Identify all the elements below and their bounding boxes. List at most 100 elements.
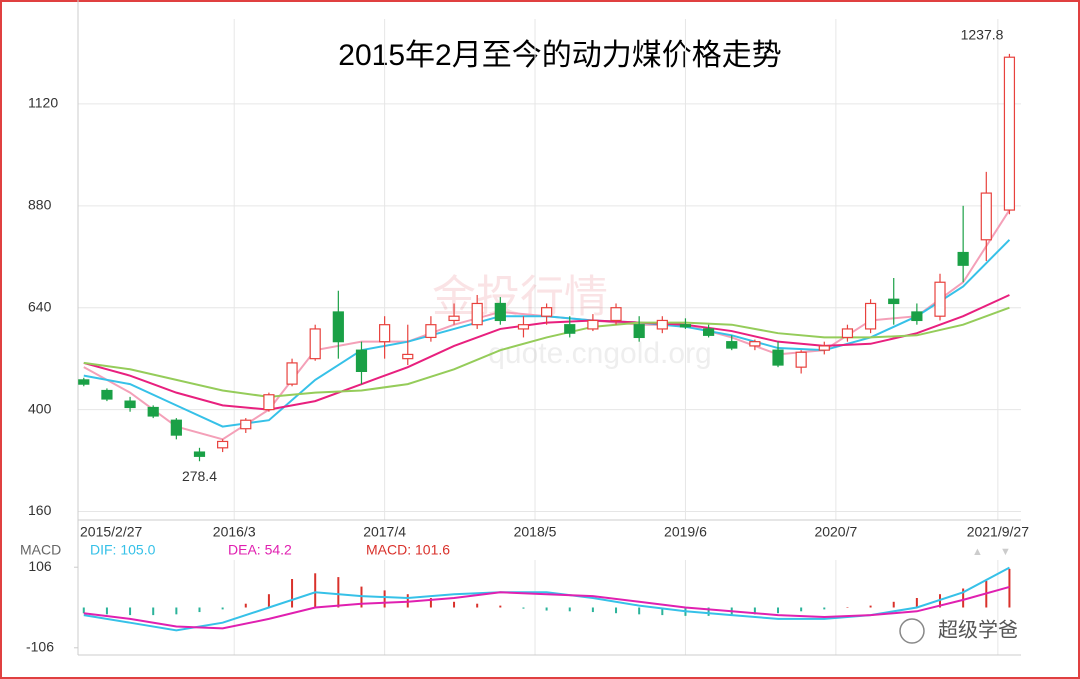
candle-body xyxy=(564,324,576,334)
low-label: 278.4 xyxy=(182,468,217,484)
candle-body xyxy=(402,353,414,360)
candle-body xyxy=(633,324,645,339)
macd-bar xyxy=(846,607,849,608)
chart-title: 2015年2月至今的动力煤价格走势 xyxy=(338,39,781,72)
y-tick-label: 1120 xyxy=(28,95,58,111)
candle-body xyxy=(841,328,854,339)
candle-body xyxy=(101,389,113,400)
candle-body xyxy=(471,302,483,326)
candle-body xyxy=(286,362,298,385)
macd-bar xyxy=(429,598,432,608)
y-tick-label: 880 xyxy=(28,197,52,213)
x-tick-label: 2019/6 xyxy=(664,524,707,540)
candle-body xyxy=(240,419,252,430)
candle-body xyxy=(379,324,391,343)
wechat-icon xyxy=(899,618,925,644)
candle-body xyxy=(864,302,877,330)
candle-body xyxy=(193,451,206,457)
macd-bar xyxy=(800,607,803,612)
macd-bar xyxy=(777,607,780,614)
macd-bar xyxy=(314,573,317,608)
macd-bar xyxy=(1008,568,1011,608)
macd-bar xyxy=(267,594,270,608)
x-tick-label: 2018/5 xyxy=(514,524,557,540)
macd-bar xyxy=(522,607,525,609)
candle-body xyxy=(355,349,368,372)
candle-body xyxy=(749,341,761,347)
candle-body xyxy=(980,192,992,241)
x-tick-label: 2020/7 xyxy=(814,524,857,540)
x-tick-label: 2017/4 xyxy=(363,524,406,540)
macd-bar xyxy=(892,601,895,608)
candle-body xyxy=(78,379,90,385)
macd-bar xyxy=(129,607,132,616)
candle-body xyxy=(541,307,553,317)
candle-body xyxy=(726,341,738,349)
y-tick-label: 640 xyxy=(28,298,52,314)
candle-body xyxy=(448,315,460,322)
macd-bar xyxy=(962,588,965,608)
candle-body xyxy=(934,281,946,317)
legend-macd: MACD: 101.6 xyxy=(366,542,450,558)
scroll-up[interactable]: ▲ xyxy=(972,546,983,558)
legend-dif: DIF: 105.0 xyxy=(90,542,156,558)
macd-bar xyxy=(545,607,548,611)
macd-bar xyxy=(823,607,826,610)
candle-body xyxy=(702,328,715,336)
y-tick-label: 106 xyxy=(28,558,52,574)
candle-body xyxy=(795,351,807,368)
macd-bar xyxy=(337,577,340,608)
y-tick-label: 160 xyxy=(28,502,52,518)
candle-body xyxy=(263,394,275,411)
macd-bar xyxy=(175,607,178,615)
candle-body xyxy=(772,349,784,366)
macd-label: MACD xyxy=(20,542,61,558)
candle-body xyxy=(587,319,599,330)
line xyxy=(83,585,1010,630)
macd-bar xyxy=(221,607,224,610)
high-label: 1237.8 xyxy=(961,27,1004,43)
macd-bar xyxy=(568,607,571,612)
macd-bar xyxy=(152,607,155,616)
macd-bar xyxy=(244,603,247,608)
macd-bar xyxy=(753,607,756,615)
candle-body xyxy=(494,302,506,322)
y-tick-label: 400 xyxy=(28,400,52,416)
macd-bar xyxy=(291,579,294,608)
macd-bar xyxy=(661,607,664,616)
macd-bar xyxy=(476,603,479,608)
macd-bar xyxy=(869,605,872,608)
macd-bar xyxy=(615,607,618,614)
x-tick-label: 2015/2/27 xyxy=(80,524,142,540)
candle-body xyxy=(818,345,830,351)
macd-bar xyxy=(499,605,502,608)
macd-bar xyxy=(638,607,641,615)
candle-body xyxy=(332,311,344,343)
macd-bar xyxy=(915,598,918,608)
candle-body xyxy=(170,419,182,436)
candle-body xyxy=(425,324,437,339)
macd-bar xyxy=(591,607,594,613)
macd-bar xyxy=(82,607,85,614)
candle-body xyxy=(1003,56,1016,211)
legend-dea: DEA: 54.2 xyxy=(228,542,292,558)
candle-body xyxy=(656,319,668,330)
candle-body xyxy=(124,400,136,409)
candle-body xyxy=(888,298,900,305)
scroll-down[interactable]: ▼ xyxy=(1000,546,1011,558)
candle-body xyxy=(679,324,692,328)
macd-bar xyxy=(453,601,456,608)
candle-body xyxy=(911,311,923,322)
credit: 超级学爸 xyxy=(938,618,1018,641)
macd-bar xyxy=(198,607,201,613)
macd-bar xyxy=(707,607,710,616)
candle-body xyxy=(147,406,159,417)
candle-body xyxy=(309,328,321,360)
candle-body xyxy=(957,251,969,266)
macd-bar xyxy=(105,607,108,615)
candle-body xyxy=(610,307,622,322)
candle-body xyxy=(217,440,229,449)
x-tick-label: 2021/9/27 xyxy=(967,524,1029,540)
x-tick-label: 2016/3 xyxy=(213,524,256,540)
